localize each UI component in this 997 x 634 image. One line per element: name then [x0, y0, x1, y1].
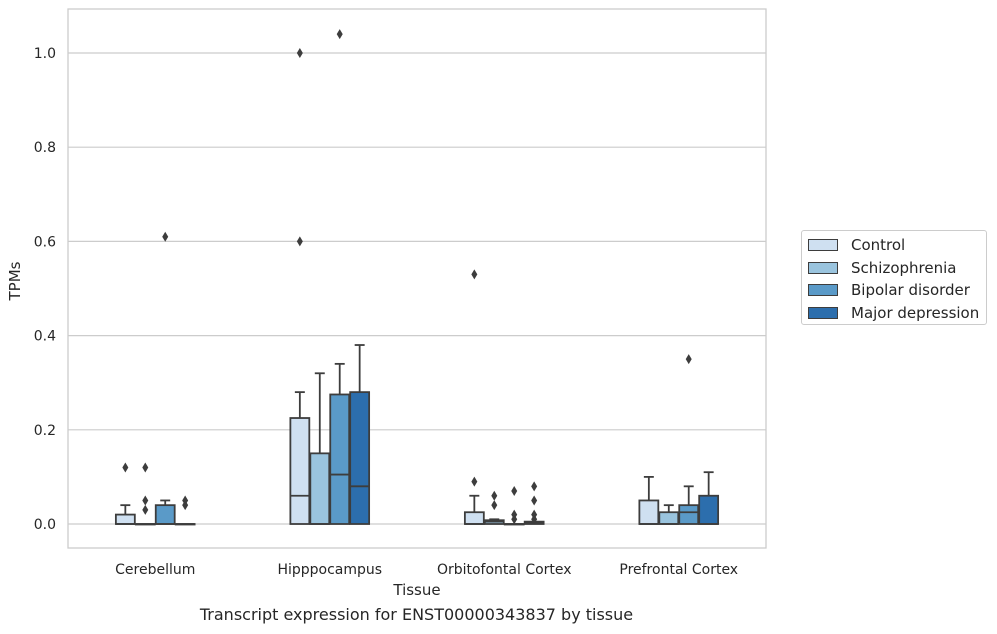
outlier-point [471, 269, 478, 280]
outlier-point [296, 48, 303, 58]
outlier-point [491, 490, 498, 501]
legend-item-schizophrenia: Schizophrenia [808, 258, 956, 278]
box [638, 499, 660, 525]
outlier-point [531, 481, 538, 492]
y-tick-label: 0.6 [34, 234, 56, 250]
box [289, 417, 311, 525]
outlier-point [142, 462, 149, 473]
legend-item-major-depression: Major depression [808, 303, 979, 323]
x-tick-label: Orbitofontal Cortex [437, 562, 572, 578]
outlier-point [685, 354, 692, 365]
box [463, 511, 485, 525]
y-tick-labels: 0.0 0.2 0.4 0.6 0.8 1.0 [34, 46, 56, 533]
legend-swatch-schizophrenia [808, 262, 838, 274]
plot-frame [67, 8, 767, 549]
box [114, 513, 136, 525]
box [678, 504, 700, 525]
legend-swatch-bipolar-disorder [808, 284, 838, 296]
legend-swatch-control [808, 239, 838, 251]
legend-label-schizophrenia: Schizophrenia [851, 259, 957, 277]
box [154, 504, 176, 525]
outlier-point [511, 509, 518, 520]
y-tick-label: 0.4 [34, 329, 56, 345]
outlier-point [162, 231, 169, 242]
outlier-point [471, 476, 478, 487]
y-tick-label: 0.8 [34, 140, 56, 156]
x-tick-label: Hipppocampus [277, 562, 382, 578]
x-tick-label: Prefrontal Cortex [619, 562, 738, 578]
legend-item-control: Control [808, 235, 905, 255]
legend-swatch-major-depression [808, 307, 838, 319]
outlier-point [142, 504, 149, 515]
legend-label-control: Control [851, 236, 906, 254]
outlier-point [296, 236, 303, 247]
box-groups [114, 29, 720, 526]
outlier-point [491, 500, 498, 511]
box [349, 391, 371, 525]
legend-item-bipolar-disorder: Bipolar disorder [808, 280, 970, 300]
outlier-point [336, 29, 343, 40]
outlier-point [531, 509, 538, 520]
grid-lines [68, 52, 766, 525]
legend: Control Schizophrenia Bipolar disorder M… [801, 230, 987, 325]
y-tick-label: 0.0 [34, 517, 56, 533]
outlier-point [142, 495, 149, 506]
y-axis-title: TPMs [6, 261, 24, 301]
legend-label-bipolar-disorder: Bipolar disorder [851, 281, 970, 299]
outlier-point [182, 495, 189, 506]
box [329, 393, 351, 525]
outlier-point [531, 495, 538, 506]
y-tick-label: 0.2 [34, 423, 56, 439]
outlier-point [122, 462, 129, 473]
box [698, 494, 720, 525]
y-tick-label: 1.0 [34, 46, 56, 62]
chart-caption: Transcript expression for ENST0000034383… [199, 605, 634, 624]
outlier-point [511, 486, 518, 497]
legend-label-major-depression: Major depression [851, 304, 980, 322]
x-tick-labels: Cerebellum Hipppocampus Orbitofontal Corte… [115, 562, 738, 578]
x-tick-label: Cerebellum [115, 562, 195, 578]
box [309, 452, 331, 525]
box [658, 511, 680, 525]
x-axis-title: Tissue [392, 581, 440, 599]
